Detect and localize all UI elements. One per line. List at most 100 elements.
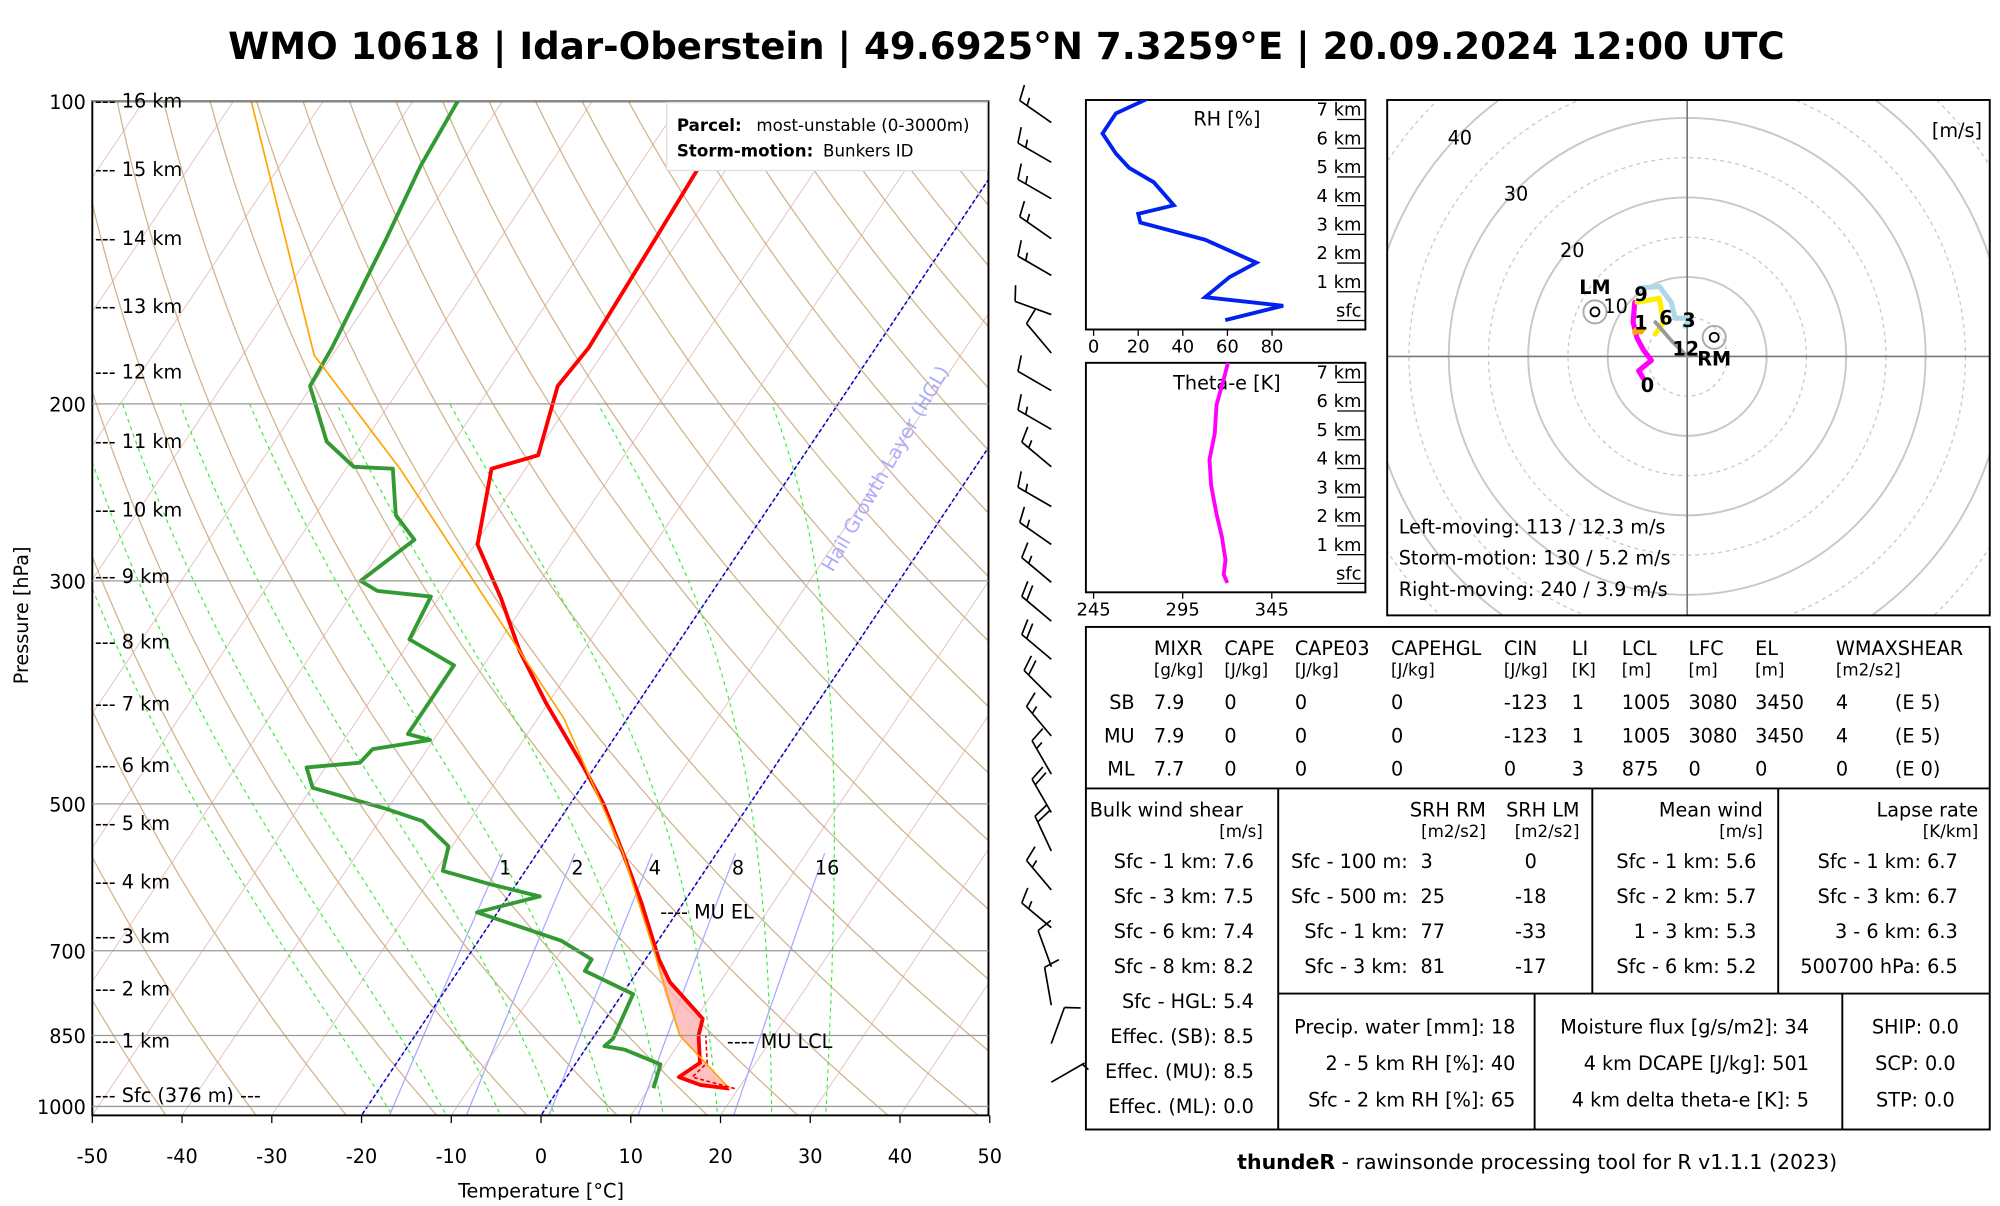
height-label: --- 15 km bbox=[95, 158, 182, 181]
param-unit: [J/kg] bbox=[1504, 661, 1548, 680]
param-value: 3080 bbox=[1688, 691, 1737, 714]
mixing-ratio-label: 2 bbox=[571, 856, 583, 879]
moist-adiabat-line bbox=[772, 404, 834, 1120]
x-tick-label: 0 bbox=[1088, 337, 1099, 358]
wind-barb bbox=[1022, 427, 1051, 467]
param-header: WMAXSHEAR bbox=[1836, 637, 1963, 660]
param-value: 0 bbox=[1688, 758, 1700, 781]
legend-storm-value: Bunkers ID bbox=[823, 141, 913, 160]
x-tick-label: 40 bbox=[1171, 337, 1194, 358]
wind-barb bbox=[1027, 847, 1052, 890]
hgl-annotation: Hail Growth Layer (HGL) bbox=[817, 362, 954, 576]
wind-barb bbox=[1018, 127, 1051, 162]
param-header: EL bbox=[1755, 637, 1778, 660]
param-header: LI bbox=[1572, 637, 1588, 660]
height-label: --- 8 km bbox=[95, 630, 170, 653]
param-row-label: MU bbox=[1104, 724, 1135, 747]
moisture-row: 2 - 5 km RH [%]: 40 bbox=[1325, 1052, 1515, 1075]
wind-barb bbox=[1020, 507, 1052, 545]
hodograph-height-marker: 12 bbox=[1672, 337, 1699, 360]
mean-wind-row: Sfc - 1 km: 5.6 bbox=[1616, 850, 1756, 873]
wind-barb bbox=[1018, 355, 1051, 390]
wind-barb bbox=[1038, 920, 1051, 966]
height-label: --- 2 km bbox=[95, 977, 170, 1000]
storm-motion-text: Right-moving: 240 / 3.9 m/s bbox=[1399, 578, 1668, 601]
srh-row-label: Sfc - 500 m: bbox=[1291, 885, 1408, 908]
footer: thundeR - rawinsonde processing tool for… bbox=[1237, 1150, 1837, 1174]
bulk-shear-row: Effec. (ML): 0.0 bbox=[1108, 1095, 1253, 1118]
bulk-shear-row: Effec. (SB): 8.5 bbox=[1110, 1025, 1254, 1048]
param-unit: [m] bbox=[1755, 661, 1784, 680]
param-row-label: SB bbox=[1109, 691, 1134, 714]
param-value: 0 bbox=[1391, 758, 1403, 781]
srh-lm-unit: [m2/s2] bbox=[1515, 822, 1580, 841]
pressure-tick-label: 100 bbox=[49, 91, 86, 114]
srh-lm-title: SRH LM bbox=[1506, 799, 1579, 822]
param-value: 0 bbox=[1391, 724, 1403, 747]
hodograph-ring bbox=[1210, 0, 2000, 833]
param-header: CIN bbox=[1504, 637, 1537, 660]
height-tick-label: sfc bbox=[1336, 563, 1362, 584]
dry-adiabat-line bbox=[250, 79, 983, 1120]
isotherm-line bbox=[449, 79, 1146, 1120]
moisture-flux-row: 4 km delta theta-e [K]: 5 bbox=[1572, 1088, 1809, 1111]
param-unit: [K] bbox=[1572, 661, 1596, 680]
param-value: 1 bbox=[1572, 724, 1584, 747]
height-label: --- 12 km bbox=[95, 361, 182, 384]
hodograph-height-marker: 3 bbox=[1682, 309, 1695, 332]
temperature-tick-label: 50 bbox=[978, 1145, 1002, 1168]
x-tick-label: 80 bbox=[1261, 337, 1284, 358]
param-value: 3080 bbox=[1688, 724, 1737, 747]
mixing-ratio-label: 1 bbox=[499, 856, 511, 879]
footer-brand: thundeR bbox=[1237, 1150, 1335, 1174]
bulk-shear-row: Sfc - 6 km: 7.4 bbox=[1114, 920, 1254, 943]
height-tick-label: 4 km bbox=[1317, 186, 1362, 207]
dry-adiabat-line bbox=[204, 79, 892, 1120]
param-value: (E 5) bbox=[1895, 724, 1940, 747]
param-header: LCL bbox=[1622, 637, 1657, 660]
param-value: 0 bbox=[1755, 758, 1767, 781]
srh-rm-title: SRH RM bbox=[1410, 799, 1486, 822]
param-value: 7.7 bbox=[1154, 758, 1185, 781]
wind-barb bbox=[1032, 767, 1051, 812]
lapse-rate-row: Sfc - 3 km: 6.7 bbox=[1818, 885, 1958, 908]
srh-lm-value: -18 bbox=[1515, 885, 1546, 908]
legend-parcel-label: Parcel: bbox=[677, 116, 742, 135]
moist-adiabat-line bbox=[29, 404, 394, 1120]
rm-storm-dot bbox=[1710, 333, 1719, 342]
mixing-ratio-label: 16 bbox=[815, 856, 839, 879]
param-value: 3 bbox=[1572, 758, 1584, 781]
temperature-tick-label: -10 bbox=[436, 1145, 467, 1168]
param-value: (E 5) bbox=[1895, 691, 1940, 714]
srh-rm-value: 3 bbox=[1421, 850, 1433, 873]
pressure-tick-label: 1000 bbox=[37, 1096, 86, 1119]
parameters-tables: MIXR[g/kg]CAPE[J/kg]CAPE03[J/kg]CAPEHGL[… bbox=[1086, 627, 1990, 1130]
param-value: 0 bbox=[1504, 758, 1516, 781]
temperature-tick-label: 20 bbox=[708, 1145, 732, 1168]
param-unit: [m2/s2] bbox=[1836, 661, 1901, 680]
param-value: (E 0) bbox=[1895, 758, 1940, 781]
param-header: LFC bbox=[1688, 637, 1723, 660]
height-label: --- 9 km bbox=[95, 565, 170, 588]
param-value: 4 bbox=[1836, 691, 1848, 714]
wind-barb bbox=[1018, 471, 1051, 506]
composite-index-row: STP: 0.0 bbox=[1876, 1088, 1955, 1111]
x-tick-label: 245 bbox=[1076, 599, 1110, 620]
wind-barb bbox=[1027, 693, 1052, 736]
bulk-shear-row: Sfc - HGL: 5.4 bbox=[1122, 990, 1254, 1013]
param-unit: [m] bbox=[1622, 661, 1651, 680]
page-title: WMO 10618 | Idar-Oberstein | 49.6925°N 7… bbox=[228, 24, 1784, 69]
moisture-row: Sfc - 2 km RH [%]: 65 bbox=[1308, 1088, 1515, 1111]
srh-row-label: Sfc - 3 km: bbox=[1304, 955, 1407, 978]
srh-rm-value: 25 bbox=[1421, 885, 1445, 908]
composite-index-row: SCP: 0.0 bbox=[1875, 1052, 1955, 1075]
rm-storm-marker bbox=[1703, 326, 1726, 349]
x-tick-label: 345 bbox=[1255, 599, 1289, 620]
height-label: --- 10 km bbox=[95, 498, 182, 521]
srh-lm-value: -33 bbox=[1515, 920, 1546, 943]
pressure-tick-label: 850 bbox=[49, 1025, 86, 1048]
srh-rm-value: 77 bbox=[1421, 920, 1445, 943]
height-label: --- 14 km bbox=[95, 227, 182, 250]
mean-wind-row: 1 - 3 km: 5.3 bbox=[1634, 920, 1757, 943]
